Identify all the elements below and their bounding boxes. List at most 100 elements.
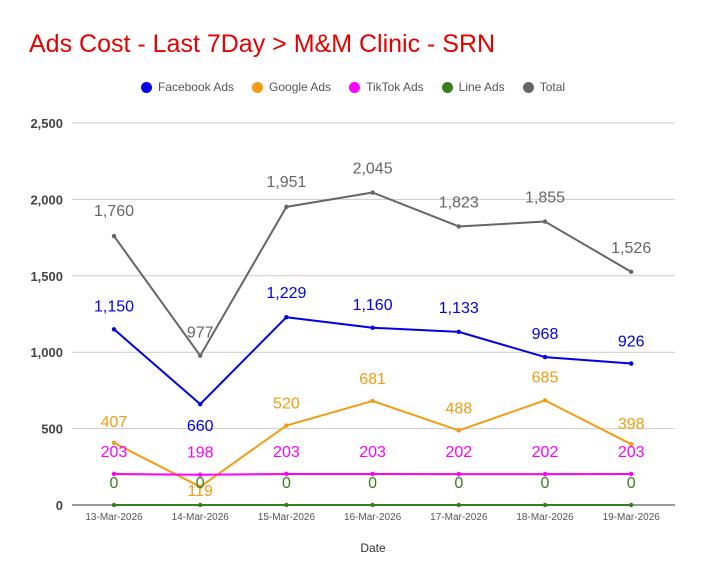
data-label-tiktok-ads: 202: [532, 444, 559, 461]
legend-item-tiktok-ads[interactable]: TikTok Ads: [347, 80, 424, 94]
legend-marker-google-ads: [252, 81, 264, 93]
data-point-tiktok-ads: [629, 471, 634, 477]
data-label-facebook-ads: 1,133: [439, 300, 479, 317]
legend-label-facebook-ads: Facebook Ads: [157, 80, 235, 94]
legend-label-total: Total: [539, 80, 566, 94]
legend-marker-total: [522, 81, 534, 93]
data-point-google-ads: [542, 398, 548, 403]
x-tick-label: 18-Mar-2026: [516, 512, 574, 523]
legend-item-facebook-ads[interactable]: Facebook Ads: [139, 80, 234, 94]
data-point-line-ads: [370, 502, 375, 508]
legend-item-google-ads[interactable]: Google Ads: [250, 80, 331, 94]
data-point-tiktok-ads: [198, 472, 203, 477]
data-point-line-ads: [284, 502, 289, 508]
axes: 0 500 1,000 1,500 2,000 2,500 13-Mar-2026 14-Ma…: [30, 116, 660, 523]
x-tick-label: 13-Mar-2026: [85, 512, 143, 523]
legend-marker-line-ads: [441, 81, 453, 93]
legend-label-line-ads: Line Ads: [458, 80, 505, 94]
data-point-total: [370, 190, 375, 195]
data-label-tiktok-ads: 203: [359, 444, 386, 461]
data-label-total: 1,855: [525, 190, 565, 207]
data-point-line-ads: [456, 502, 461, 508]
data-point-google-ads: [284, 423, 289, 428]
data-label-google-ads: 119: [187, 483, 213, 500]
legend-item-total[interactable]: Total: [521, 80, 565, 94]
y-tick-label: 2,500: [30, 116, 63, 131]
data-point-google-ads: [198, 484, 203, 490]
data-label-line-ads: 0: [110, 475, 119, 492]
data-label-total: 977: [187, 325, 214, 342]
data-point-tiktok-ads: [456, 471, 461, 477]
data-point-total: [456, 224, 461, 229]
data-label-total: 1,526: [611, 240, 651, 257]
data-label-facebook-ads: 1,229: [266, 285, 306, 302]
data-label-facebook-ads: 660: [187, 418, 214, 435]
data-labels: 1,150 660 1,229 1,160 1,133 968 926 407 119 520 68…: [94, 161, 651, 500]
data-label-total: 1,951: [266, 174, 306, 191]
data-label-google-ads: 398: [618, 416, 645, 433]
data-point-total: [198, 353, 203, 358]
data-label-tiktok-ads: 203: [101, 444, 128, 461]
x-tick-label: 19-Mar-2026: [603, 512, 661, 523]
data-point-facebook-ads: [629, 361, 634, 366]
data-label-tiktok-ads: 198: [187, 445, 214, 462]
data-point-facebook-ads: [284, 315, 289, 320]
series-lines: [111, 190, 634, 508]
data-point-facebook-ads: [370, 325, 375, 330]
legend-label-google-ads: Google Ads: [269, 80, 332, 94]
legend-label-tiktok-ads: TikTok Ads: [366, 80, 424, 94]
data-label-facebook-ads: 968: [532, 326, 559, 343]
data-label-total: 2,045: [353, 161, 393, 178]
data-label-google-ads: 488: [445, 400, 472, 417]
data-point-google-ads: [629, 441, 634, 447]
data-label-facebook-ads: 926: [618, 334, 645, 351]
data-label-line-ads: 0: [196, 475, 205, 492]
x-tick-label: 14-Mar-2026: [172, 512, 230, 523]
data-label-tiktok-ads: 203: [273, 444, 300, 461]
data-point-facebook-ads: [111, 327, 117, 332]
data-point-facebook-ads: [456, 329, 461, 335]
data-label-tiktok-ads: 202: [445, 444, 472, 461]
data-point-total: [284, 204, 289, 210]
data-point-total: [111, 233, 117, 239]
data-label-total: 1,760: [94, 203, 134, 220]
data-point-line-ads: [111, 502, 117, 508]
data-point-tiktok-ads: [111, 471, 117, 477]
data-label-facebook-ads: 1,150: [94, 298, 134, 315]
x-tick-label: 15-Mar-2026: [258, 512, 316, 523]
data-label-google-ads: 685: [532, 369, 559, 386]
data-label-line-ads: 0: [454, 475, 463, 492]
data-label-line-ads: 0: [627, 475, 636, 492]
y-tick-label: 1,000: [30, 345, 63, 360]
data-label-google-ads: 520: [273, 396, 300, 413]
data-label-line-ads: 0: [541, 475, 550, 492]
x-axis-title: Date: [360, 541, 386, 555]
data-label-total: 1,823: [439, 194, 479, 211]
data-point-google-ads: [111, 440, 117, 446]
data-point-total: [542, 219, 548, 224]
data-point-facebook-ads: [198, 401, 203, 407]
data-point-tiktok-ads: [542, 471, 548, 477]
legend-item-line-ads[interactable]: Line Ads: [440, 80, 505, 94]
x-tick-label: 16-Mar-2026: [344, 512, 402, 523]
data-label-tiktok-ads: 203: [618, 444, 645, 461]
y-tick-label: 2,000: [30, 192, 63, 207]
data-label-google-ads: 407: [101, 414, 128, 431]
data-point-line-ads: [198, 502, 203, 508]
legend-marker-tiktok-ads: [349, 81, 361, 93]
data-point-line-ads: [629, 502, 634, 508]
chart-title: Ads Cost - Last 7Day > M&M Clinic - SRN: [29, 30, 496, 58]
legend-marker-facebook-ads: [140, 81, 152, 93]
x-tick-label: 17-Mar-2026: [430, 512, 488, 523]
y-tick-label: 0: [56, 498, 63, 513]
data-label-google-ads: 681: [359, 371, 386, 388]
data-point-tiktok-ads: [284, 471, 289, 477]
chart-legend: Facebook Ads Google Ads TikTok Ads Line …: [0, 80, 704, 94]
data-label-line-ads: 0: [282, 475, 291, 492]
data-point-facebook-ads: [542, 354, 548, 360]
y-tick-label: 500: [41, 422, 63, 437]
data-label-line-ads: 0: [368, 475, 377, 492]
data-point-tiktok-ads: [370, 471, 375, 477]
data-point-google-ads: [456, 428, 461, 433]
